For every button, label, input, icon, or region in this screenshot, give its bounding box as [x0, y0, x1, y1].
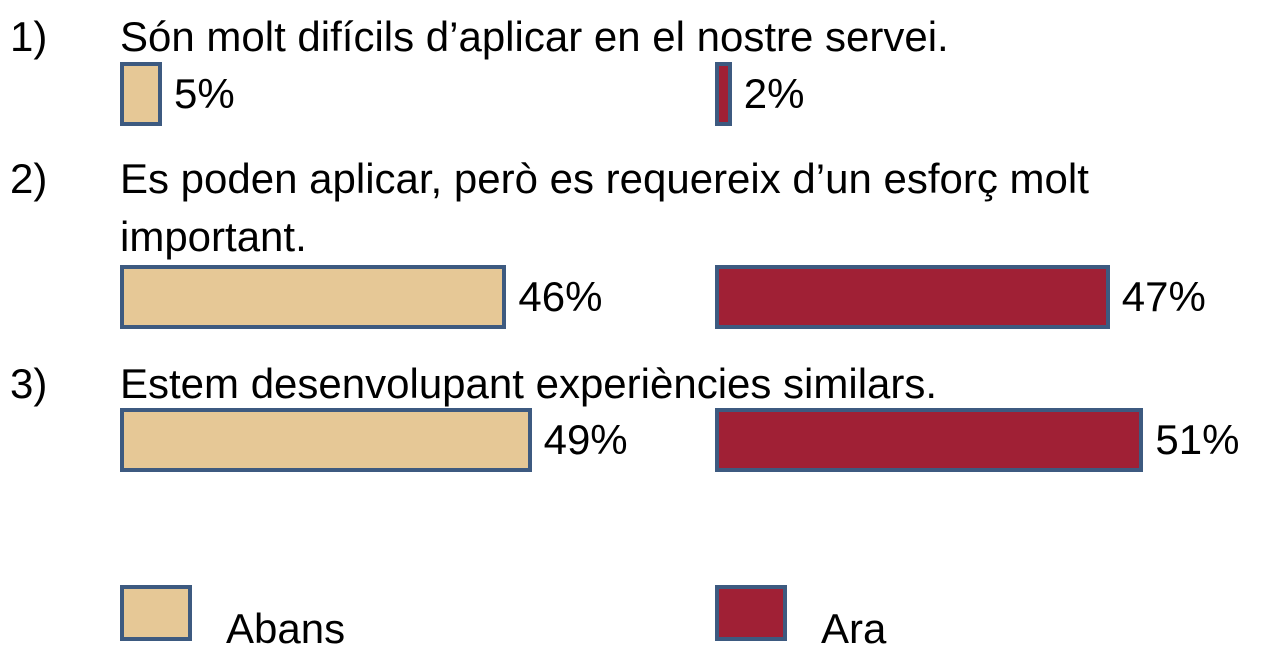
legend-label: Abans — [226, 605, 346, 646]
bar — [715, 62, 732, 126]
item-number: 1) — [10, 13, 48, 60]
question-text: Es poden aplicar, però es requereix d’un… — [120, 155, 1089, 260]
bar — [715, 265, 1110, 329]
value-label: 2% — [743, 70, 805, 117]
value-label: 5% — [174, 70, 235, 117]
question-text: Són molt difícils d’aplicar en el nostre… — [120, 13, 949, 60]
value-label: 47% — [1121, 273, 1206, 320]
question-text: Estem desenvolupant experiències similar… — [120, 360, 938, 407]
bar — [120, 408, 532, 472]
bar — [120, 62, 162, 126]
value-label: 46% — [518, 273, 603, 320]
bar — [715, 408, 1144, 472]
value-label: 49% — [543, 416, 628, 463]
bar — [120, 265, 507, 329]
legend-swatch — [715, 585, 787, 641]
item-number: 2) — [10, 155, 48, 202]
legend-label: Ara — [821, 605, 887, 646]
value-label: 51% — [1155, 416, 1240, 463]
item-number: 3) — [10, 360, 48, 407]
legend-swatch — [120, 585, 192, 641]
